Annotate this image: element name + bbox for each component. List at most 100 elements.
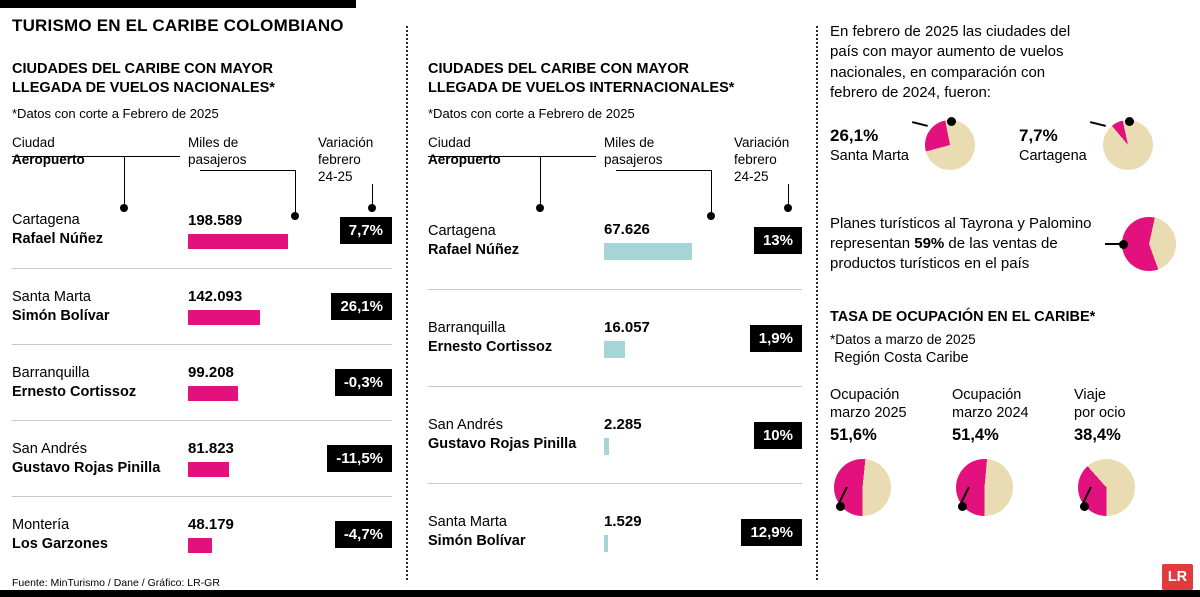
occupancy-value: 51,6% [830,425,877,444]
bar-track [188,538,288,554]
pie-value: 7,7% [1019,125,1058,145]
pointer-dot [836,501,845,511]
tayrona-text-pre: Planes turísticos al Tayrona y Palomino … [830,214,1092,252]
pointer-line [1082,486,1092,503]
passengers-bar [188,386,238,402]
pointer-line [12,156,180,157]
header-airport-label: Aeropuerto [428,152,501,168]
variation-cell: 1,9% [716,324,802,352]
pointer-line [788,184,789,206]
column-header-variation: Variación febrero 24-25 [734,135,790,185]
pie-group-cartagena: 7,7% Cartagena [1019,116,1153,170]
passengers-value: 81.823 [188,440,234,458]
national-note: *Datos con corte a Febrero de 2025 [12,106,219,122]
pointer-dot [958,501,967,511]
passengers-cell: 2.285 [604,416,716,455]
airport-name: Rafael Núñez [428,241,520,258]
occupancy-note: *Datos a marzo de 2025 [830,331,976,347]
passengers-value: 198.589 [188,211,243,229]
table-row: Barranquilla Ernesto Cortissoz 16.057 1,… [428,289,802,386]
header-city-label: Ciudad [428,135,471,151]
passengers-value: 99.208 [188,364,234,382]
bar-track [188,462,288,478]
bar-track [188,310,288,326]
variation-cell: 7,7% [300,216,392,244]
pointer-dot [1124,116,1134,126]
tayrona-block: Planes turísticos al Tayrona y Palomino … [830,214,1196,275]
pie-label-block: 7,7% Cartagena [1019,126,1087,164]
column-header-city: Ciudad Aeropuerto [12,134,188,192]
variation-badge: 13% [753,227,802,255]
santa-marta-pie-chart [912,116,975,170]
bottom-accent-bar [0,590,1200,597]
passengers-cell: 142.093 [188,288,300,326]
international-table-body: Cartagena Rafael Núñez 67.626 13% Barran… [428,192,802,580]
airport-name: Gustavo Rojas Pinilla [428,436,577,453]
occupancy-value: 38,4% [1074,425,1121,444]
column-header-city: Ciudad Aeropuerto [428,134,604,192]
city-cell: Cartagena Rafael Núñez [12,211,188,249]
passengers-cell: 1.529 [604,513,716,552]
variation-badge: -0,3% [334,369,392,397]
occupancy-pies: Ocupación marzo 2025 51,6% Ocupación mar… [830,386,1196,516]
pointer-line [540,156,541,208]
city-name: San Andrés [12,440,87,457]
occupancy-label-line2: por ocio [1074,405,1126,422]
national-table-body: Cartagena Rafael Núñez 198.589 7,7% Sant… [12,192,392,572]
occupancy-label-line1: Ocupación [952,386,1022,403]
table-row: Barranquilla Ernesto Cortissoz 99.208 -0… [12,344,392,420]
pointer-line [960,486,970,503]
column-header-variation: Variación febrero 24-25 [318,135,374,185]
passengers-cell: 16.057 [604,319,716,358]
occupancy-label-line1: Viaje [1074,386,1106,403]
bar-track [604,340,692,358]
passengers-cell: 99.208 [188,364,300,402]
pointer-dot [536,204,544,212]
pie-value: 26,1% [830,125,879,145]
passengers-value: 2.285 [604,415,642,433]
national-increase-pies: 26,1% Santa Marta 7,7% Cartagena [830,116,1196,170]
passengers-bar [604,340,625,358]
city-cell: Barranquilla Ernesto Cortissoz [428,319,604,357]
city-cell: San Andrés Gustavo Rojas Pinilla [428,416,604,454]
occupancy-region: Región Costa Caribe [834,349,969,366]
airport-name: Rafael Núñez [12,231,104,248]
international-note: *Datos con corte a Febrero de 2025 [428,106,635,122]
airport-name: Ernesto Cortissoz [428,339,553,356]
tayrona-value: 59% [914,234,945,252]
pointer-dot [368,204,376,212]
pointer-line [295,170,296,216]
pointer-dot [707,212,715,220]
tayrona-text-post: de las ventas de productos turísticos en… [830,234,1058,273]
page-title: TURISMO EN EL CARIBE COLOMBIANO [12,16,344,35]
pointer-dot [291,212,299,220]
pointer-line [1089,120,1106,126]
table-row: San Andrés Gustavo Rojas Pinilla 2.285 1… [428,386,802,483]
table-row: Cartagena Rafael Núñez 67.626 13% [428,192,802,289]
pointer-line [912,120,928,126]
pie-label-block: 26,1% Santa Marta [830,126,909,164]
bar-track [188,233,288,249]
passengers-value: 16.057 [604,318,650,336]
occupancy-2025-pie-chart [834,458,891,516]
passengers-bar [604,534,608,552]
header-city-label: Ciudad [12,135,55,151]
header-airport-label: Aeropuerto [12,152,85,168]
bar-track [604,534,692,552]
pointer-line [616,170,712,171]
passengers-cell: 81.823 [188,440,300,478]
occupancy-value: 51,4% [952,425,999,444]
airport-name: Ernesto Cortissoz [12,383,137,400]
city-name: Santa Marta [428,514,507,531]
pointer-line [372,184,373,206]
city-name: San Andrés [428,417,503,434]
occupancy-2024-pie-chart [956,458,1013,516]
leisure-travel-pie-chart [1078,458,1135,516]
pointer-line [711,170,712,216]
bar-track [188,386,288,402]
occupancy-pie-group-2024: Ocupación marzo 2024 51,4% [952,386,1074,516]
city-cell: Montería Los Garzones [12,516,188,554]
passengers-value: 142.093 [188,288,243,306]
passengers-bar [188,310,260,326]
